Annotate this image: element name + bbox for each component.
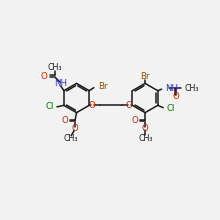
Text: O: O [131, 116, 138, 125]
Text: Br: Br [140, 72, 150, 81]
Text: O: O [89, 101, 96, 110]
Text: Cl: Cl [167, 104, 175, 113]
Text: CH₃: CH₃ [47, 63, 62, 72]
Text: NH: NH [54, 79, 67, 88]
Text: O: O [142, 124, 148, 132]
Text: O: O [126, 101, 133, 110]
Text: O: O [61, 116, 68, 125]
Text: CH₃: CH₃ [185, 84, 199, 93]
Text: Cl: Cl [46, 102, 54, 111]
Text: O: O [41, 72, 48, 81]
Text: O: O [72, 124, 78, 133]
Text: Br: Br [99, 82, 108, 91]
Text: O: O [172, 92, 179, 101]
Text: CH₃: CH₃ [63, 134, 78, 143]
Text: NH: NH [165, 84, 178, 93]
Text: CH₃: CH₃ [139, 134, 153, 143]
